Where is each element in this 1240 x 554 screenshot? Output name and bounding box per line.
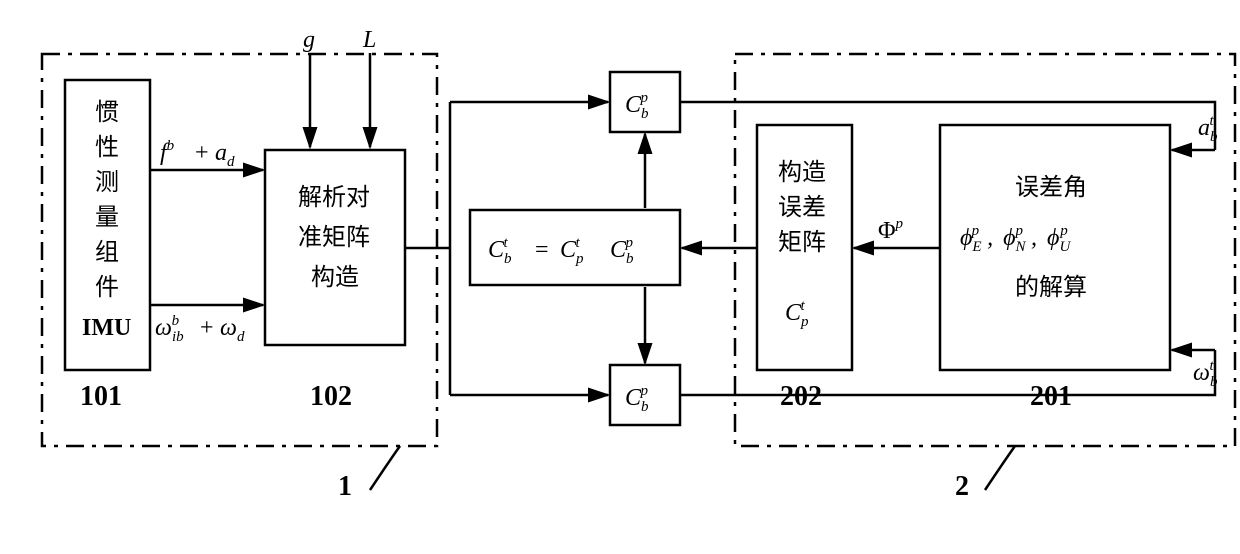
label-fb-ad: fb + ad [160, 138, 235, 170]
box-101-line6: 件 [95, 274, 119, 301]
box-202-number: 202 [780, 381, 822, 412]
box-102-number: 102 [310, 381, 352, 412]
svg-text:ωd: ωd [220, 315, 245, 345]
group-2-number: 2 [955, 471, 969, 502]
svg-text:+: + [195, 140, 209, 166]
input-L-label: L [362, 27, 376, 53]
svg-text:Cbp: Cbp [610, 235, 634, 267]
group-1-number: 1 [338, 471, 352, 502]
svg-text:ad: ad [215, 140, 235, 170]
box-201-tail: 的解算 [1015, 274, 1087, 301]
box-201-title: 误差角 [1015, 174, 1087, 201]
svg-text:fb: fb [160, 138, 175, 166]
box-101-number: 101 [80, 381, 122, 412]
cbp-top-sym: Cbp [625, 90, 649, 122]
group-1-tag [370, 446, 400, 490]
box-102-line3: 构造 [311, 264, 359, 291]
box-101-line1: 惯 [95, 99, 119, 126]
svg-text:ωibb: ωibb [155, 313, 184, 345]
svg-text:+: + [200, 315, 214, 341]
input-g-label: g [303, 27, 315, 53]
svg-text:=: = [535, 237, 549, 263]
box-202-l2: 误差 [778, 194, 826, 221]
box-101-line2: 性 [95, 134, 119, 161]
box-202-l3: 矩阵 [778, 229, 826, 256]
cbp-bot-sym: Cbp [625, 383, 649, 415]
box-101-line7: IMU [82, 315, 131, 341]
group-2-tag [985, 446, 1015, 490]
box-101-line3: 测 [95, 169, 119, 196]
box-201-number: 201 [1030, 381, 1072, 412]
box-101-line5: 组 [95, 239, 119, 266]
box-202-l1: 构造 [778, 159, 826, 186]
box-101-line4: 量 [95, 205, 119, 231]
box-102-line2: 准矩阵 [298, 224, 370, 251]
label-phi-p: Φp [878, 216, 904, 244]
label-wib-wd: ωibb + ωd [155, 313, 245, 345]
box-102-line1: 解析对 [298, 184, 370, 211]
